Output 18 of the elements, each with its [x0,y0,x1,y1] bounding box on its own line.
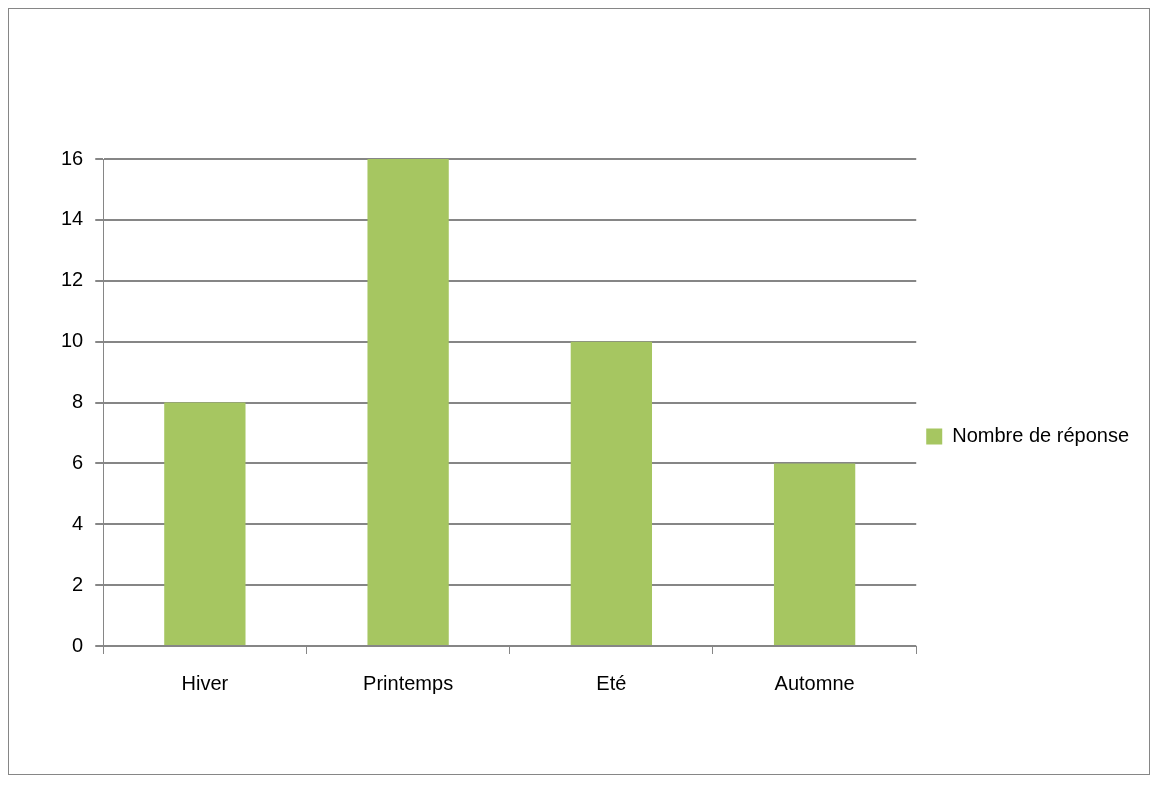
y-tick-label: 14 [61,207,84,230]
y-tick-label: 10 [61,329,84,352]
bar [367,159,449,645]
x-tick-label: Hiver [181,671,229,694]
y-tick-label: 16 [61,146,84,169]
y-tick-label: 4 [72,511,84,534]
bar [164,402,246,645]
y-tick-label: 2 [72,572,84,595]
x-tick-label: Automne [774,671,855,694]
bar [773,463,856,645]
y-tick-label: 12 [61,268,84,291]
y-tick-label: 6 [72,450,84,473]
bar [570,341,653,645]
legend-label: Nombre de réponse [952,424,1130,447]
y-tick-label: 8 [72,390,84,413]
x-tick-label: Eté [596,671,627,694]
x-tick-label: Printemps [363,671,454,694]
y-tick-label: 0 [72,633,84,656]
